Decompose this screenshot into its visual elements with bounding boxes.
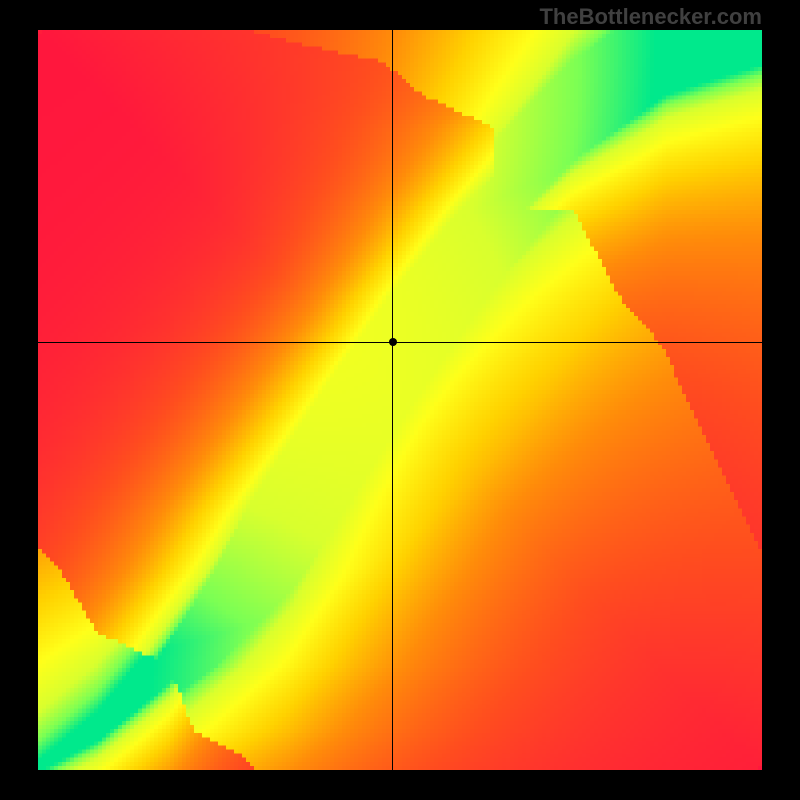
bottleneck-heatmap (38, 30, 762, 770)
crosshair-horizontal (38, 342, 762, 343)
chart-stage: TheBottlenecker.com (0, 0, 800, 800)
crosshair-marker (389, 338, 397, 346)
crosshair-vertical (392, 30, 393, 770)
watermark-text: TheBottlenecker.com (539, 4, 762, 30)
